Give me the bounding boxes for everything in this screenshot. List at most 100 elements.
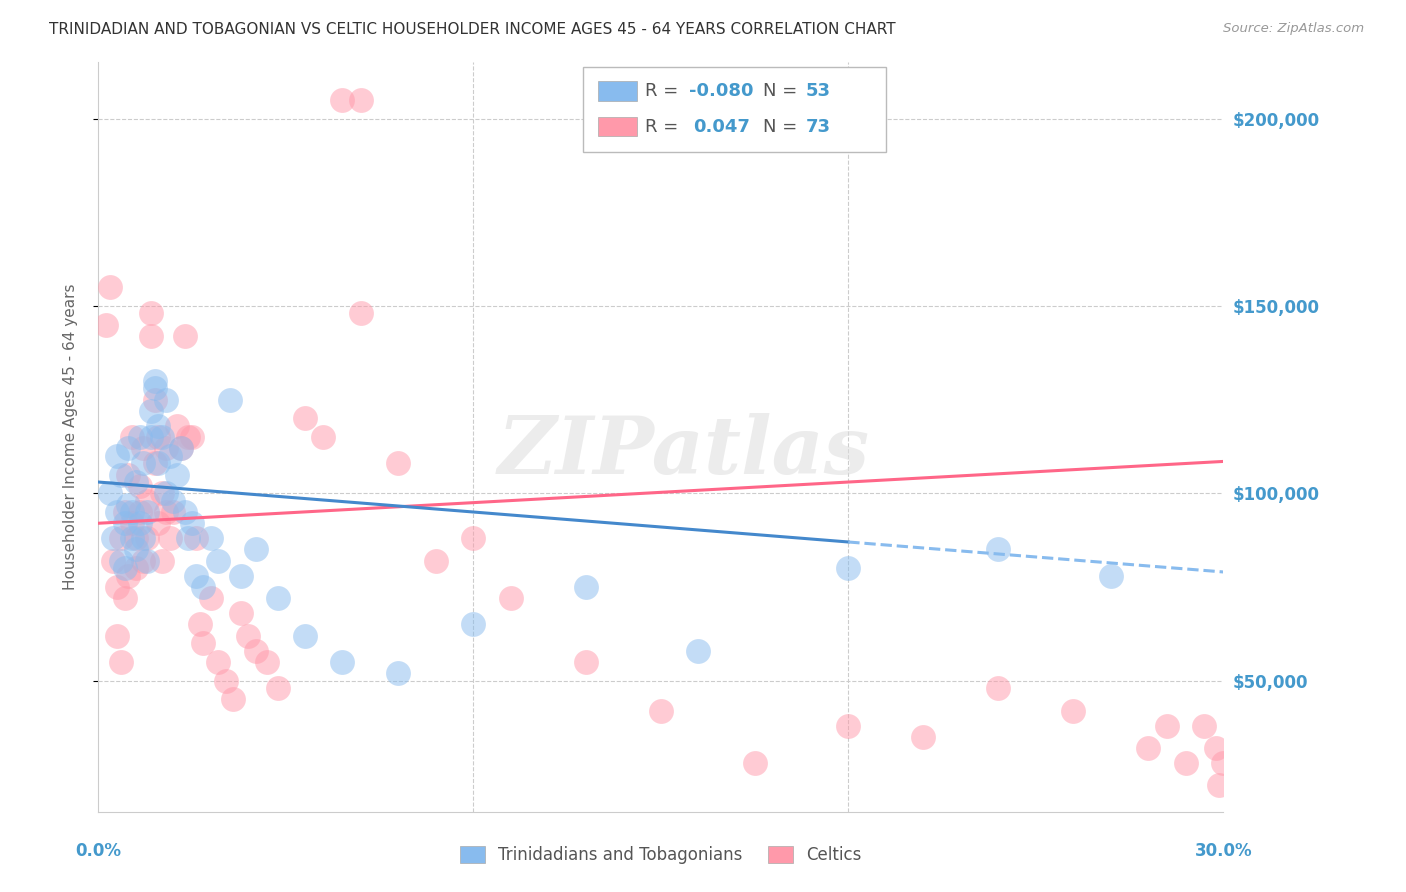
Point <box>132 554 155 568</box>
Point <box>688 643 710 657</box>
Point <box>132 456 155 470</box>
Point <box>103 531 125 545</box>
Point <box>121 430 143 444</box>
Point <box>114 591 136 606</box>
Point <box>139 430 162 444</box>
Point <box>245 643 267 657</box>
Point <box>98 280 121 294</box>
Point <box>294 629 316 643</box>
Text: 0.0%: 0.0% <box>76 842 121 860</box>
Point <box>575 580 598 594</box>
Point <box>159 449 181 463</box>
Point <box>200 531 222 545</box>
Point <box>987 681 1010 695</box>
Point <box>143 381 166 395</box>
Point <box>136 493 159 508</box>
Point <box>128 430 150 444</box>
Point <box>121 505 143 519</box>
Point <box>98 486 121 500</box>
Point <box>110 554 132 568</box>
Point <box>330 655 353 669</box>
Text: TRINIDADIAN AND TOBAGONIAN VS CELTIC HOUSEHOLDER INCOME AGES 45 - 64 YEARS CORRE: TRINIDADIAN AND TOBAGONIAN VS CELTIC HOU… <box>49 22 896 37</box>
Point <box>148 418 170 433</box>
Point <box>155 442 177 456</box>
Point <box>128 479 150 493</box>
Point <box>125 561 148 575</box>
Point <box>387 666 409 681</box>
Text: N =: N = <box>763 82 803 100</box>
Point <box>294 411 316 425</box>
Point <box>139 306 162 320</box>
Point <box>117 467 139 482</box>
Point <box>114 561 136 575</box>
Point <box>150 486 173 500</box>
Point <box>143 374 166 388</box>
Point <box>650 704 672 718</box>
Point <box>1205 741 1227 756</box>
Point <box>136 554 159 568</box>
Text: R =: R = <box>645 82 685 100</box>
Point <box>162 493 184 508</box>
Point <box>105 580 128 594</box>
Point <box>132 442 155 456</box>
Point <box>136 531 159 545</box>
Point <box>139 404 162 418</box>
Legend: Trinidadians and Tobagonians, Celtics: Trinidadians and Tobagonians, Celtics <box>454 839 868 871</box>
Point <box>117 498 139 512</box>
Point <box>425 554 447 568</box>
Point <box>245 542 267 557</box>
Point <box>121 516 143 531</box>
Point <box>170 442 193 456</box>
Point <box>114 516 136 531</box>
Point <box>166 418 188 433</box>
Text: 53: 53 <box>806 82 831 100</box>
Point <box>162 505 184 519</box>
Point <box>110 467 132 482</box>
Point <box>350 306 373 320</box>
Point <box>188 617 211 632</box>
Point <box>125 475 148 489</box>
Point <box>837 561 859 575</box>
Point <box>181 430 204 444</box>
Point <box>181 516 204 531</box>
Text: 73: 73 <box>806 118 831 136</box>
Point <box>170 442 193 456</box>
Point <box>222 692 245 706</box>
Point <box>148 430 170 444</box>
Point <box>200 591 222 606</box>
Point <box>312 430 335 444</box>
Point <box>159 531 181 545</box>
Point <box>166 467 188 482</box>
Point <box>103 554 125 568</box>
Point <box>105 449 128 463</box>
Text: N =: N = <box>763 118 803 136</box>
Point <box>117 568 139 582</box>
Point <box>125 542 148 557</box>
Point <box>177 531 200 545</box>
Point <box>155 486 177 500</box>
Point <box>229 568 252 582</box>
Point <box>1174 756 1197 770</box>
Point <box>987 542 1010 557</box>
Point <box>150 430 173 444</box>
Point <box>218 392 240 407</box>
Point <box>238 629 260 643</box>
Point <box>117 442 139 456</box>
Point <box>330 93 353 107</box>
Point <box>215 673 238 688</box>
Point <box>463 531 485 545</box>
Point <box>148 456 170 470</box>
Point <box>744 756 766 770</box>
Point <box>173 505 195 519</box>
Point <box>155 392 177 407</box>
Point <box>173 329 195 343</box>
Point <box>350 93 373 107</box>
Y-axis label: Householder Income Ages 45 - 64 years: Householder Income Ages 45 - 64 years <box>63 284 77 591</box>
Point <box>193 580 215 594</box>
Point <box>184 531 207 545</box>
Point <box>463 617 485 632</box>
Point <box>1208 779 1230 793</box>
Point <box>267 591 290 606</box>
Point <box>837 718 859 732</box>
Text: ZIPatlas: ZIPatlas <box>498 413 869 491</box>
